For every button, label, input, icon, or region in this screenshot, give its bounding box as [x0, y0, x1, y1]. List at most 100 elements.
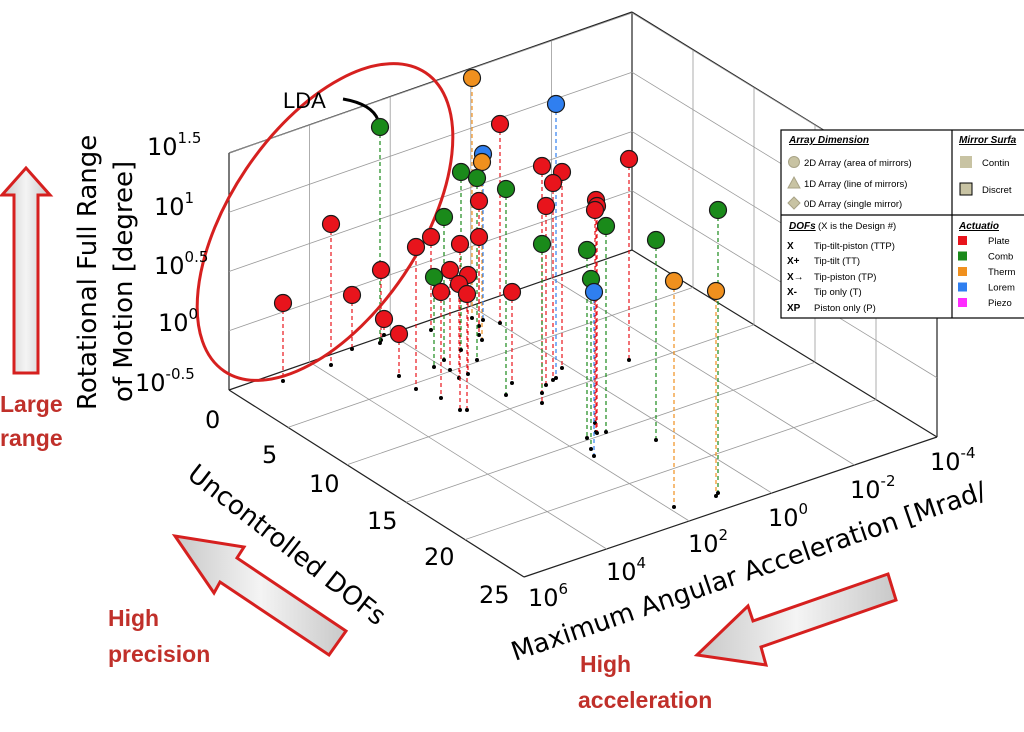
- base-marker: [540, 391, 544, 395]
- z-axis-title-line1: Rotational Full Range: [73, 135, 103, 410]
- base-marker: [466, 372, 470, 376]
- high-acceleration-label-line1: High: [580, 651, 631, 677]
- high-precision-label-line2: precision: [108, 641, 210, 667]
- base-marker: [480, 338, 484, 342]
- data-point-plate: [342, 285, 362, 305]
- base-marker: [714, 494, 718, 498]
- legend-array-item: 0D Array (single mirror): [804, 199, 902, 210]
- base-marker: [329, 363, 333, 367]
- legend-dof-code: X-: [787, 287, 797, 298]
- legend-dof-code: X→: [787, 272, 804, 283]
- high-acceleration-arrow: [693, 572, 898, 667]
- legend-dofs-note: (X is the Design #): [818, 221, 896, 232]
- data-point-plate: [273, 293, 293, 313]
- legend-dof-label: Tip only (T): [814, 287, 862, 298]
- base-marker: [551, 378, 555, 382]
- data-point-plate: [469, 227, 489, 247]
- legend-swatch: [958, 251, 967, 261]
- data-point-comb: [451, 162, 471, 182]
- lda-label: LDA: [283, 88, 326, 113]
- data-point-comb: [434, 207, 454, 227]
- data-point-therm: [472, 152, 492, 172]
- gridline: [464, 399, 877, 540]
- discrete-surface-icon: [959, 182, 973, 196]
- base-marker: [716, 491, 720, 495]
- legend-actuation-item: Therm: [988, 267, 1016, 278]
- base-marker: [592, 454, 596, 458]
- x-tick-label: 0: [205, 406, 220, 434]
- base-marker: [560, 366, 564, 370]
- base-marker: [481, 318, 485, 322]
- circle-icon: [788, 156, 800, 168]
- base-marker: [442, 358, 446, 362]
- legend-swatch: [958, 267, 967, 276]
- data-point-plate: [431, 282, 451, 302]
- y-tick-label: 10-4: [930, 444, 976, 476]
- legend-actuation-item: Plate: [988, 236, 1010, 247]
- y-tick-label: 104: [606, 554, 646, 586]
- z-tick-labels: 101.5 101 100.5 100 10-0.5: [135, 129, 208, 397]
- continuous-surface-icon: [960, 156, 972, 168]
- legend-dof-label: Tip-piston (TP): [814, 272, 876, 283]
- base-marker: [504, 393, 508, 397]
- data-point-plate: [389, 324, 409, 344]
- legend-dofs-header: DOFs: [789, 221, 816, 232]
- base-marker: [510, 381, 514, 385]
- base-marker: [604, 430, 608, 434]
- base-marker: [498, 321, 502, 325]
- x-tick-label: 10: [309, 470, 340, 498]
- y-tick-labels: 106 104 102 100 10-2 10-4: [528, 444, 976, 612]
- y-tick-label: 106: [528, 580, 568, 612]
- z-axis-title-line2: of Motion [degree]: [109, 161, 139, 402]
- base-marker: [585, 436, 589, 440]
- base-marker: [475, 358, 479, 362]
- base-marker: [448, 368, 452, 372]
- large-range-arrow: [0, 165, 54, 375]
- high-precision-label-line1: High: [108, 605, 159, 631]
- base-marker: [382, 333, 386, 337]
- base-marker: [554, 376, 558, 380]
- gridline: [228, 71, 633, 213]
- x-tick-label: 20: [424, 543, 455, 571]
- data-point-plate: [406, 237, 426, 257]
- base-marker: [350, 347, 354, 351]
- z-tick-label: 100.5: [154, 248, 208, 280]
- legend-dof-code: XP: [787, 303, 801, 314]
- legend-actuation-item: Lorem: [988, 283, 1015, 294]
- legend-actuation-header: Actuatio: [958, 221, 999, 232]
- z-tick-label: 100: [158, 305, 198, 337]
- legend-surface-item: Discret: [982, 185, 1012, 196]
- triangle-icon: [787, 175, 801, 189]
- gridline: [287, 287, 694, 428]
- data-point-plate: [502, 282, 522, 302]
- data-point-therm: [462, 68, 482, 88]
- base-marker: [439, 396, 443, 400]
- gridline: [228, 12, 633, 154]
- legend-swatch: [958, 282, 967, 292]
- legend-dof-code: X+: [787, 256, 800, 267]
- large-range-label-line2: range: [0, 425, 63, 451]
- lda-callout-arrow: [342, 97, 380, 121]
- legend-array-dimension-header: Array Dimension: [788, 135, 869, 146]
- z-tick-label: 101: [154, 189, 194, 221]
- data-point-comb: [577, 240, 597, 260]
- x-tick-label: 5: [262, 441, 277, 469]
- base-marker: [589, 447, 593, 451]
- data-point-comb: [532, 234, 552, 254]
- base-marker: [378, 341, 382, 345]
- data-point-plate: [440, 260, 460, 280]
- data-point-therm: [706, 281, 726, 301]
- legend-actuation-item: Comb: [988, 252, 1013, 263]
- data-point-plate: [536, 196, 556, 216]
- data-point-plate: [421, 227, 441, 247]
- legend: Array Dimension 2D Array (area of mirror…: [780, 129, 1024, 319]
- data-point-plate: [457, 284, 477, 304]
- legend-swatch: [958, 298, 967, 307]
- data-point-plate: [450, 234, 470, 254]
- base-marker: [281, 379, 285, 383]
- lda-highlight-ellipse: [195, 62, 455, 382]
- legend-mirror-surface-header: Mirror Surfa: [959, 135, 1017, 146]
- base-marker: [414, 387, 418, 391]
- base-marker: [540, 401, 544, 405]
